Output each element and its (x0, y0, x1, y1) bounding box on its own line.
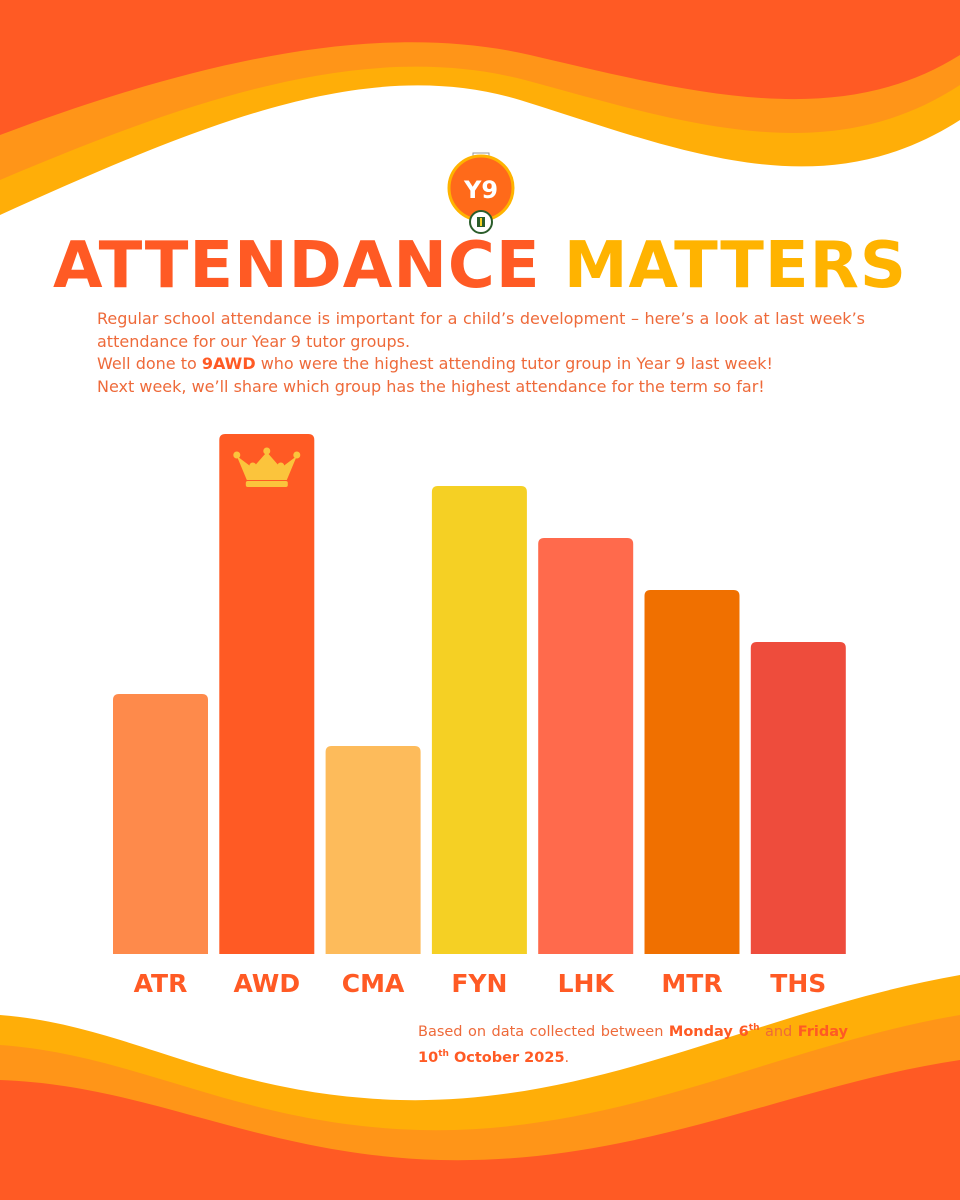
category-label-awd: AWD (234, 969, 301, 998)
category-label-atr: ATR (134, 969, 188, 998)
bar-lhk (538, 538, 634, 954)
highlight-group: 9AWD (201, 354, 256, 373)
intro-para3: Next week, we’ll share which group has t… (97, 376, 765, 396)
data-footnote: Based on data collected between Monday 6… (418, 1023, 848, 1066)
bar-awd (219, 434, 315, 954)
bar-ths (750, 642, 846, 954)
title-part1: ATTENDANCE (53, 229, 541, 303)
category-label-lhk: LHK (558, 969, 616, 998)
category-label-ths: THS (770, 969, 826, 998)
intro-para1: Regular school attendance is important f… (97, 309, 865, 351)
bar-mtr (644, 590, 740, 954)
crown-icon (233, 447, 301, 487)
bar-fyn (431, 486, 527, 954)
logo-circle (449, 156, 513, 220)
bottom-wave-orange (0, 1060, 960, 1200)
category-label-mtr: MTR (661, 969, 722, 998)
year9-logo: Y9 (447, 152, 515, 234)
page-title: ATTENDANCE MATTERS (0, 226, 960, 306)
category-label-cma: CMA (342, 969, 405, 998)
attendance-bar-chart: ATR AWD CMA FYN LHK MTR THS (113, 434, 846, 998)
logo-text: Y9 (463, 176, 498, 204)
bar-atr (113, 694, 208, 954)
intro-text: Regular school attendance is important f… (97, 308, 865, 398)
category-label-fyn: FYN (451, 969, 507, 998)
bar-cma (325, 746, 421, 954)
intro-para2: Well done to 9AWD who were the highest a… (97, 354, 773, 373)
title-part2: MATTERS (563, 229, 907, 303)
top-wave-orange (0, 0, 960, 135)
